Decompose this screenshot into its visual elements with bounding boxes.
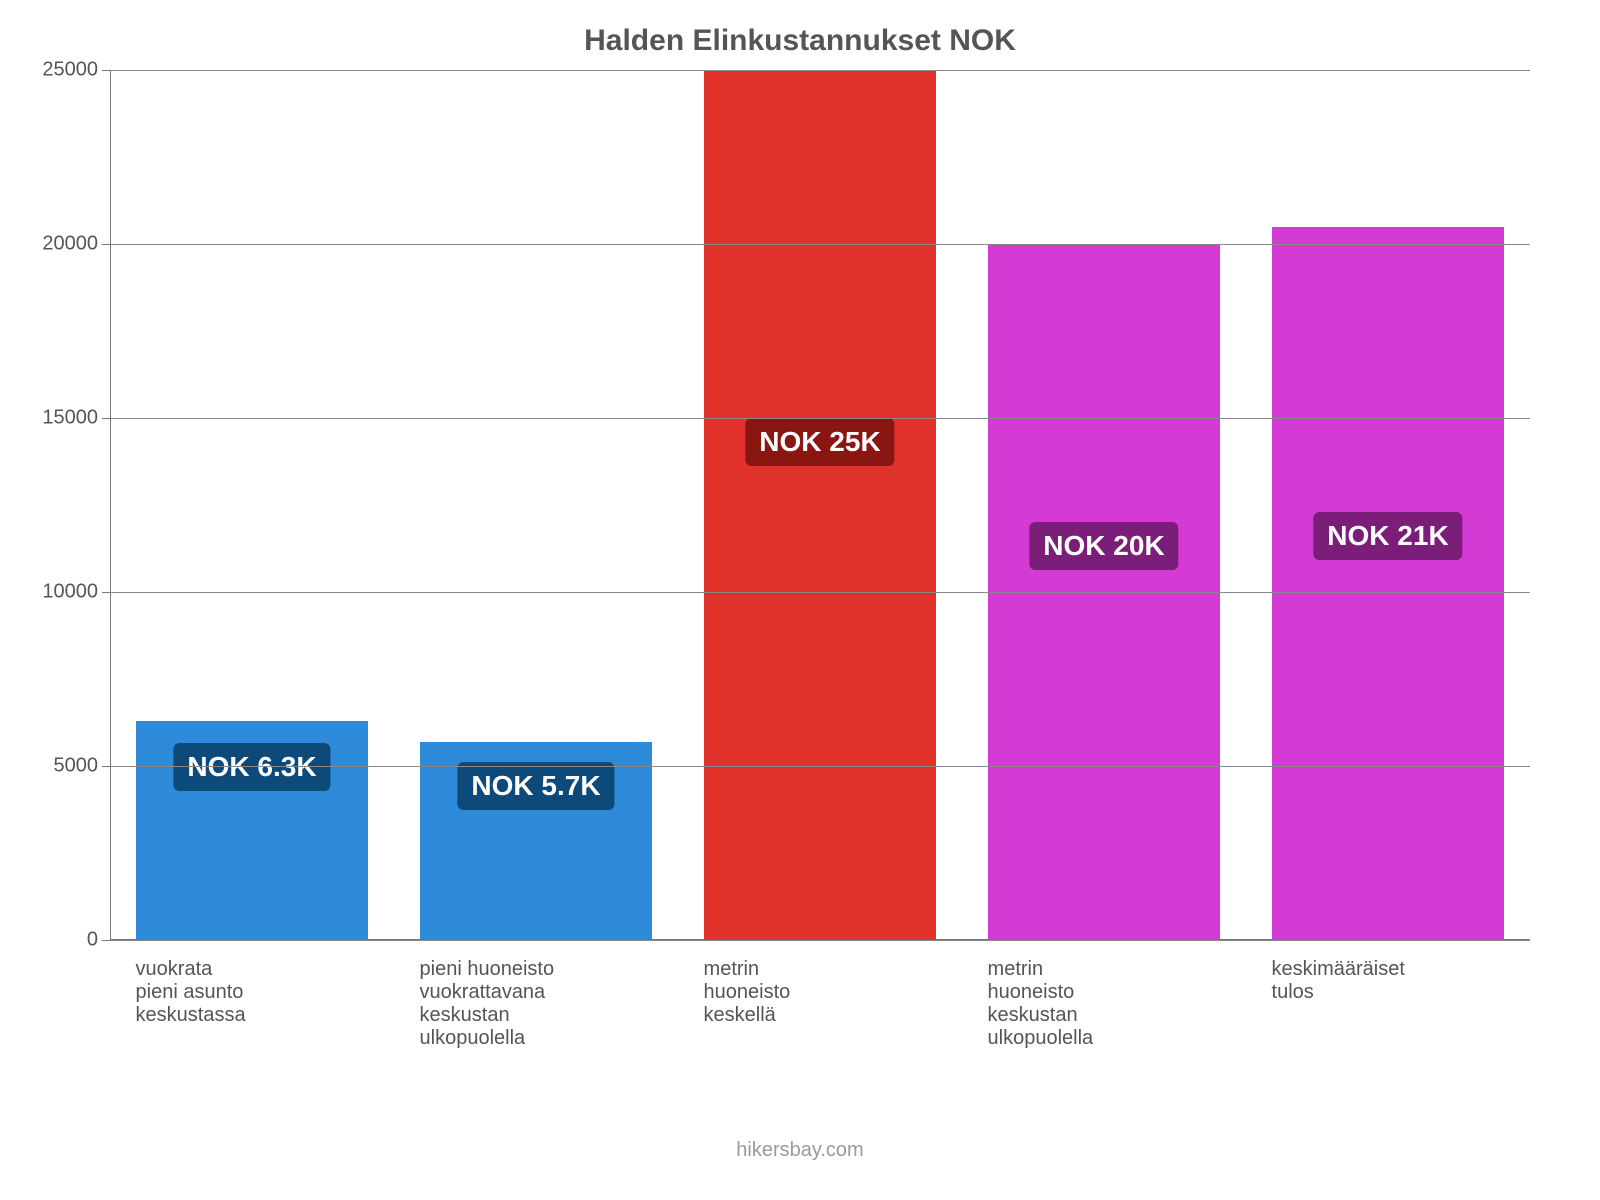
- bar: NOK 6.3K: [136, 721, 369, 940]
- bar: NOK 25K: [704, 70, 937, 940]
- y-tick-label: 0: [87, 929, 110, 952]
- x-axis-label: pieni huoneistovuokrattavanakeskustanulk…: [420, 958, 653, 1050]
- x-axis-label-line: pieni huoneisto: [420, 958, 653, 981]
- y-tick-label: 15000: [42, 407, 110, 430]
- x-axis-label-line: vuokrattavana: [420, 981, 653, 1004]
- x-axis-label-line: vuokrata: [136, 958, 369, 981]
- y-tick-label: 5000: [54, 755, 111, 778]
- y-tick-label: 25000: [42, 59, 110, 82]
- grid-line: [110, 766, 1530, 767]
- bar: NOK 21K: [1272, 227, 1505, 940]
- x-axis-label-line: metrin: [704, 958, 937, 981]
- grid-line: [110, 418, 1530, 419]
- y-tick-label: 20000: [42, 233, 110, 256]
- x-axis-label-line: keskustan: [988, 1004, 1221, 1027]
- x-axis-label-line: metrin: [988, 958, 1221, 981]
- x-axis-label: vuokratapieni asuntokeskustassa: [136, 958, 369, 1027]
- grid-line: [110, 940, 1530, 941]
- x-axis-label-line: keskustassa: [136, 1004, 369, 1027]
- value-badge: NOK 20K: [1029, 522, 1178, 570]
- grid-line: [110, 70, 1530, 71]
- x-axis-label-line: ulkopuolella: [420, 1027, 653, 1050]
- plot-area: NOK 6.3KNOK 5.7KNOK 25KNOK 20KNOK 21K 05…: [110, 70, 1530, 940]
- x-axis-label-line: keskellä: [704, 1004, 937, 1027]
- x-axis-label-line: tulos: [1272, 981, 1505, 1004]
- x-axis-label-line: huoneisto: [704, 981, 937, 1004]
- chart-title: Halden Elinkustannukset NOK: [0, 24, 1600, 58]
- bar: NOK 5.7K: [420, 742, 653, 940]
- grid-line: [110, 244, 1530, 245]
- x-axis-label: keskimääräisettulos: [1272, 958, 1505, 1004]
- value-badge: NOK 25K: [745, 418, 894, 466]
- x-axis-label-line: keskimääräiset: [1272, 958, 1505, 981]
- x-axis-label-line: huoneisto: [988, 981, 1221, 1004]
- x-axis-label: metrinhuoneistokeskellä: [704, 958, 937, 1027]
- x-axis-label-line: keskustan: [420, 1004, 653, 1027]
- x-axis-label-line: pieni asunto: [136, 981, 369, 1004]
- value-badge: NOK 5.7K: [457, 762, 614, 810]
- bars-layer: NOK 6.3K NOK 5.7K NOK 25K NOK 20K NOK 21K: [110, 70, 1530, 940]
- chart-container: Halden Elinkustannukset NOK NOK 6.3KNOK …: [0, 0, 1600, 1200]
- y-tick-label: 10000: [42, 581, 110, 604]
- value-badge: NOK 21K: [1313, 512, 1462, 560]
- grid-line: [110, 592, 1530, 593]
- x-axis-label-line: ulkopuolella: [988, 1027, 1221, 1050]
- chart-footer: hikersbay.com: [0, 1139, 1600, 1162]
- x-axis-label: metrinhuoneistokeskustanulkopuolella: [988, 958, 1221, 1050]
